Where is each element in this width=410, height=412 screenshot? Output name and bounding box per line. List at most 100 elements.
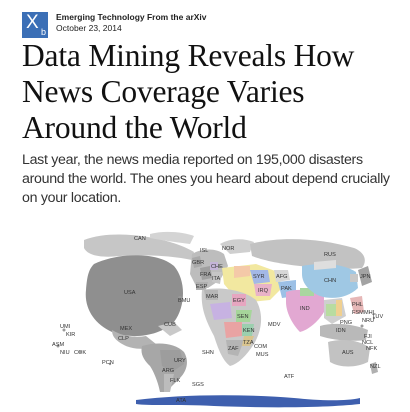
region-pacific-2 [56,344,60,348]
label-chn: CHN [324,278,336,284]
label-ind: IND [300,306,310,312]
label-clp: CLP [118,336,129,342]
region-idn [320,323,368,341]
region-north [150,231,194,244]
label-nor: NOR [222,246,234,252]
region-che [210,262,218,270]
region-zaf [226,340,244,356]
region-tha [326,304,336,316]
label-egy: EGY [233,298,245,304]
region-bmu [178,296,182,300]
region-tza [242,336,254,346]
region-pacific-6 [372,316,376,320]
byline-meta: Emerging Technology From the arXiv Octob… [56,12,207,34]
region-mng [314,260,336,270]
region-ita [212,272,222,284]
label-zaf: ZAF [228,346,239,352]
label-ita: ITA [212,276,221,282]
label-cub: CUB [164,322,176,328]
label-ken: KEN [243,328,255,334]
label-nfk: NFK [366,346,377,352]
label-tza: TZA [243,340,254,346]
region-phl [350,296,364,314]
label-sgs: SGS [192,382,204,388]
region-cod [224,322,242,338]
label-syr: SYR [253,274,265,280]
label-png: PNG [340,320,352,326]
article-title: Data Mining Reveals How News Coverage Va… [22,38,355,145]
label-isl: ISL [200,248,208,254]
region-pacific-3 [78,350,82,354]
region-egy [232,294,246,306]
label-com: COM [254,344,267,350]
region-tur [234,266,250,278]
label-flk: FLK [170,378,181,384]
label-can: CAN [134,236,146,242]
label-asm: ASM [52,342,64,348]
label-nzl: NZL [370,364,381,370]
region-arg [164,374,174,392]
label-sen: SEN [237,314,249,320]
label-afg: AFG [276,274,288,280]
label-kir: KIR [66,332,75,338]
label-ata: ATA [176,398,186,404]
region-ken [242,324,254,336]
region-pacific-4 [108,362,112,366]
label-rus: RUS [324,252,336,258]
region-usa [85,255,183,337]
label-bmu: BMU [178,298,190,304]
label-mus: MUS [256,352,269,358]
region-pacific-1 [62,328,66,332]
label-niu: NIU [60,350,70,356]
region-kor [350,274,358,282]
region-chn [302,264,358,298]
label-atf: ATF [284,374,295,380]
label-mar: MAR [206,294,218,300]
logo-letter: X [26,12,39,33]
article-dek: Last year, the news media reported on 19… [22,152,390,206]
region-sahel [210,302,232,320]
label-arg: ARG [162,368,174,374]
region-can [84,234,194,260]
label-irq: IRQ [258,288,269,294]
label-idn: IDN [336,328,346,334]
xb-logo[interactable]: X b [22,12,48,38]
label-ncl: NCL [362,340,373,346]
region-brazil [160,350,184,372]
label-phl: PHL [352,302,363,308]
logo-subscript: b [40,27,46,37]
label-shn: SHN [202,350,214,356]
byline: X b Emerging Technology From the arXiv O… [22,12,207,38]
region-mex [112,330,156,349]
label-tuv: TUV [372,314,383,320]
label-cok: COK [74,350,86,356]
label-fji: FJI [364,334,372,340]
region-rus [250,239,365,269]
label-nru: NRU [362,318,374,324]
region-sen [236,310,252,322]
region-jpn [358,266,372,286]
region-nzl [370,362,378,374]
label-usa: USA [124,290,136,296]
world-news-map: CAN USA MEX BMU CUB CLP UMI KIR ASM NIU … [24,226,386,408]
region-vnm [336,300,342,316]
label-fsm: FSM [352,310,364,316]
region-mar [204,290,218,300]
country-labels: CAN USA MEX BMU CUB CLP UMI KIR ASM NIU … [52,236,383,404]
label-mex: MEX [120,326,132,332]
label-gbr: GBR [192,260,204,266]
region-esp [196,282,208,290]
region-gbr [192,256,202,268]
label-umi: UMI [60,324,71,330]
region-ind [286,289,324,332]
label-mhl: MHL [364,310,376,316]
region-irq [254,284,272,296]
label-che: CHE [211,264,223,270]
cartogram-svg: CAN USA MEX BMU CUB CLP UMI KIR ASM NIU … [52,231,383,408]
label-pcn: PCN [102,360,114,366]
region-fra [200,266,212,280]
source-link[interactable]: Emerging Technology From the arXiv [56,12,207,22]
label-fra: FRA [200,272,211,278]
region-afg [274,270,290,282]
label-ury: URY [174,358,186,364]
